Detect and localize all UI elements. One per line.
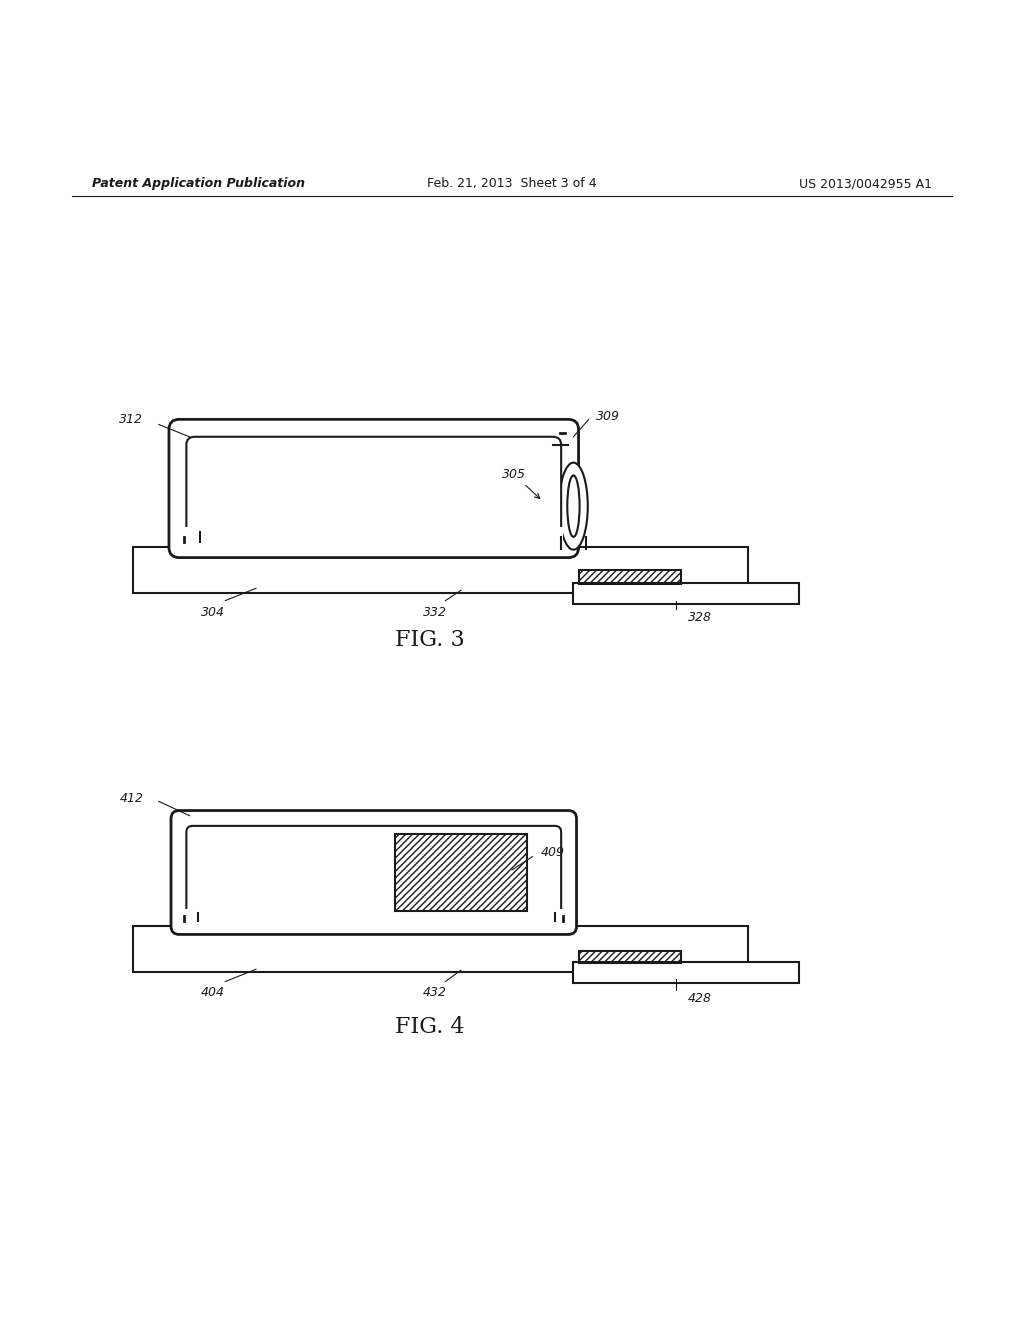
Bar [573,583,799,603]
Bar [579,950,681,964]
Text: 328: 328 [688,611,712,624]
FancyBboxPatch shape [186,826,561,919]
Text: FIG. 4: FIG. 4 [395,1015,465,1038]
Text: 312: 312 [120,413,143,426]
Bar [133,548,748,594]
FancyBboxPatch shape [169,420,579,557]
Bar [184,909,563,932]
Text: 409: 409 [541,846,564,859]
Ellipse shape [559,462,588,549]
Bar [573,962,799,982]
Text: 332: 332 [423,606,447,619]
Text: FIG. 3: FIG. 3 [395,628,465,651]
Bar [579,570,681,585]
Text: 432: 432 [423,986,447,999]
Bar [395,834,527,911]
Text: Patent Application Publication: Patent Application Publication [92,177,305,190]
Text: 305: 305 [502,467,540,499]
Text: Feb. 21, 2013  Sheet 3 of 4: Feb. 21, 2013 Sheet 3 of 4 [427,177,597,190]
FancyBboxPatch shape [186,437,561,540]
Text: 304: 304 [201,606,225,619]
Text: 412: 412 [120,792,143,805]
Text: 404: 404 [201,986,225,999]
Text: US 2013/0042955 A1: US 2013/0042955 A1 [799,177,932,190]
Text: 428: 428 [688,991,712,1005]
Text: 309: 309 [596,409,620,422]
Bar [133,927,748,973]
FancyBboxPatch shape [171,810,577,935]
Bar [184,527,563,553]
Ellipse shape [567,475,580,537]
